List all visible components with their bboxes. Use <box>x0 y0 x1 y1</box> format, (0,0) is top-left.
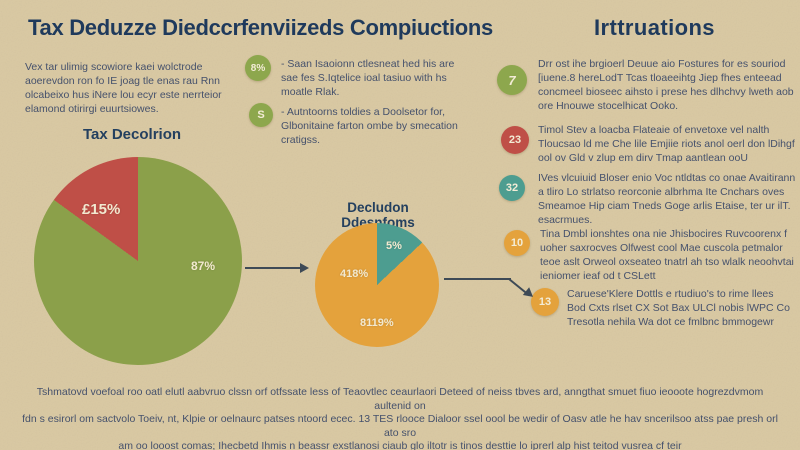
instruction-text: IVes vlcuiuid Bloser enio Voc ntldtas co… <box>538 172 796 226</box>
middle-item-text: - Saan Isaoionn ctlesneat hed his are sa… <box>281 58 455 98</box>
instruction-badge-13: 13 <box>531 288 559 316</box>
footer-line: am oo looost comas; Ihecbetd Ihmis n bea… <box>118 440 682 450</box>
pie-slice-label: £15% <box>82 201 121 218</box>
instruction-badge-23: 23 <box>501 126 529 154</box>
intro-paragraph: Vex tar ulimig scowiore kaei wolctrode a… <box>25 61 222 115</box>
instruction-text: Drr ost ihe brgioerl Deuue aio Fostures … <box>538 58 794 112</box>
instruction-text: Caruese'Klere Dottls e rtudiuo's to rime… <box>567 288 790 328</box>
footer-line: fdn s esirorl om sactvolo Toeiv, nt, Klp… <box>22 413 778 439</box>
footer-line: Tshmatovd voefoal roo oatl elutl aabvruo… <box>36 386 764 412</box>
instruction-text: Timol Stev a loacba Flateaie of envetoxe… <box>538 124 795 164</box>
instruction-badge-10: 10 <box>504 230 530 256</box>
middle-item-badge: S <box>249 103 273 127</box>
pie-slice-label: 5% <box>386 240 402 252</box>
arrow-left-pie-to-middle-pie <box>245 267 301 269</box>
pie-slice-label: 8119% <box>360 317 394 329</box>
pie-slice-label: 87% <box>191 259 216 273</box>
left-pie-title: Tax Decolrion <box>82 126 182 143</box>
page-title: Tax Deduzze Diedccrfenviizeds Compiuctio… <box>28 15 493 40</box>
middle-item-badge: 8% <box>245 55 271 81</box>
footer-paragraph: Tshmatovd voefoal roo oatl elutl aabvruo… <box>20 386 780 450</box>
tax-deduction-pie-chart: £15% 87% <box>34 157 242 365</box>
arrow-head-icon <box>300 263 309 273</box>
pie-slice-label: 418% <box>340 268 369 280</box>
instruction-badge-32: 32 <box>499 175 525 201</box>
arrow-middle-pie-to-item13 <box>444 278 511 280</box>
instruction-text: Tina Dmbl ionshtes ona nie Jhisbocires R… <box>540 228 794 282</box>
instructions-title: Irttruations <box>594 15 715 40</box>
instruction-badge-7: 7 <box>497 65 527 95</box>
deduction-decisions-pie-chart: 5% 418% 8119% <box>315 223 439 347</box>
middle-item-text: - Autntoorns toldies a Doolsetor for, Gl… <box>281 106 458 146</box>
